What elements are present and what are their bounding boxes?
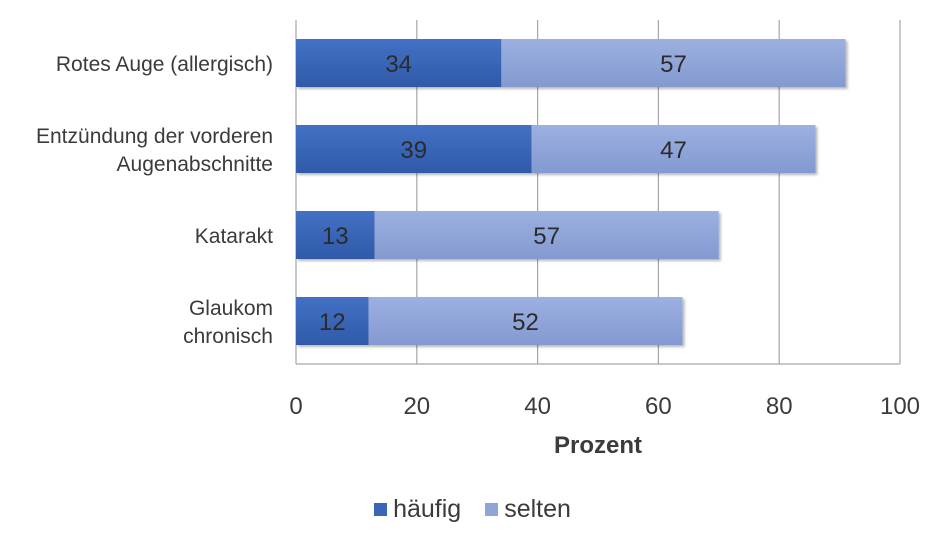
data-label: 47 [660, 137, 687, 164]
bar-group [296, 39, 846, 87]
x-axis-title: Prozent [554, 432, 642, 459]
bar-häufig [296, 39, 502, 87]
bar-selten [531, 125, 816, 173]
x-tick-label: 100 [880, 393, 920, 420]
bar-selten [501, 39, 846, 87]
data-label: 57 [533, 223, 560, 250]
legend-label-haeufig: häufig [393, 495, 462, 523]
bar-häufig [296, 125, 532, 173]
bar-group [296, 125, 816, 173]
legend: häufig selten [0, 495, 945, 524]
x-tick-label: 80 [766, 393, 793, 420]
bar-selten [368, 297, 683, 345]
legend-item-haeufig: häufig [374, 495, 461, 524]
data-label: 39 [400, 137, 427, 164]
x-tick-label: 60 [645, 393, 672, 420]
legend-swatch-selten [485, 503, 499, 516]
legend-item-selten: selten [485, 495, 571, 524]
data-label: 52 [512, 309, 539, 336]
data-label: 57 [660, 51, 687, 78]
data-label: 12 [319, 309, 346, 336]
category-label: Rotes Auge (allergisch) [56, 53, 273, 76]
bar-group [296, 297, 683, 345]
x-tick-label: 20 [403, 393, 430, 420]
legend-label-selten: selten [504, 495, 571, 523]
category-label: Katarakt [195, 225, 273, 248]
bar-group [296, 211, 719, 259]
x-tick-label: 0 [289, 393, 302, 420]
bar-selten [374, 211, 719, 259]
bar-häufig [296, 297, 369, 345]
data-label: 34 [385, 51, 412, 78]
data-label: 13 [322, 223, 349, 250]
legend-swatch-haeufig [374, 503, 388, 516]
bar-häufig [296, 211, 375, 259]
x-tick-label: 40 [524, 393, 551, 420]
category-label: Glaukom chronisch [183, 297, 273, 348]
category-label: Entzündung der vorderen Augenabschnitte [36, 125, 273, 176]
